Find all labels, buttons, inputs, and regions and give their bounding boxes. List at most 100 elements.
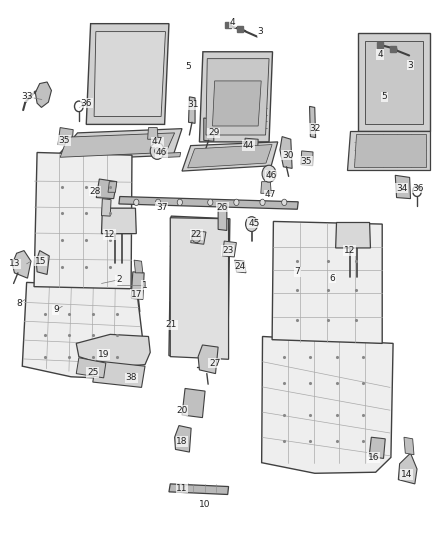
- Text: 4: 4: [377, 50, 383, 59]
- Polygon shape: [170, 217, 229, 359]
- Polygon shape: [53, 128, 182, 160]
- Circle shape: [155, 148, 160, 154]
- Polygon shape: [212, 81, 261, 126]
- Polygon shape: [354, 134, 426, 167]
- Polygon shape: [156, 152, 181, 158]
- Text: 25: 25: [87, 368, 99, 377]
- Text: 9: 9: [53, 305, 59, 314]
- Polygon shape: [261, 182, 271, 193]
- Text: 19: 19: [98, 350, 110, 359]
- Circle shape: [155, 199, 161, 206]
- Text: 18: 18: [176, 437, 188, 446]
- Text: 20: 20: [177, 406, 188, 415]
- Polygon shape: [12, 251, 31, 278]
- Polygon shape: [336, 222, 371, 248]
- Polygon shape: [223, 241, 237, 257]
- Text: 22: 22: [191, 230, 202, 239]
- Text: 46: 46: [156, 148, 167, 157]
- Polygon shape: [182, 142, 278, 171]
- Text: 10: 10: [199, 499, 211, 508]
- Text: 35: 35: [300, 157, 312, 166]
- Polygon shape: [76, 334, 150, 367]
- Text: 14: 14: [400, 470, 412, 479]
- Polygon shape: [218, 204, 227, 230]
- Polygon shape: [131, 272, 144, 300]
- Text: 6: 6: [329, 273, 335, 282]
- Polygon shape: [404, 437, 414, 455]
- Polygon shape: [102, 208, 136, 233]
- Text: 46: 46: [265, 171, 277, 180]
- Polygon shape: [58, 157, 79, 163]
- Circle shape: [234, 199, 239, 206]
- Polygon shape: [102, 199, 111, 216]
- Polygon shape: [119, 197, 298, 209]
- Polygon shape: [34, 152, 132, 289]
- Text: 17: 17: [131, 289, 142, 298]
- Polygon shape: [187, 144, 272, 168]
- Polygon shape: [86, 23, 169, 124]
- Text: 29: 29: [208, 128, 219, 138]
- Polygon shape: [175, 425, 191, 452]
- Text: 28: 28: [89, 187, 101, 196]
- Polygon shape: [398, 453, 417, 484]
- Text: 36: 36: [81, 99, 92, 108]
- Polygon shape: [188, 97, 195, 123]
- Polygon shape: [36, 251, 49, 274]
- Text: 30: 30: [282, 151, 293, 160]
- Polygon shape: [60, 133, 175, 157]
- Circle shape: [246, 216, 258, 231]
- Text: 1: 1: [142, 280, 148, 289]
- Polygon shape: [235, 260, 246, 273]
- Polygon shape: [94, 31, 166, 116]
- Polygon shape: [134, 260, 143, 273]
- Text: 5: 5: [381, 92, 387, 101]
- Text: 3: 3: [408, 61, 413, 69]
- Polygon shape: [261, 336, 393, 473]
- Text: 32: 32: [309, 124, 321, 133]
- Circle shape: [260, 199, 265, 206]
- Polygon shape: [22, 282, 143, 379]
- Polygon shape: [272, 221, 382, 343]
- Polygon shape: [395, 175, 410, 199]
- Text: 34: 34: [396, 183, 407, 192]
- Text: 23: 23: [222, 246, 233, 255]
- Text: 21: 21: [166, 320, 177, 329]
- Text: 15: 15: [35, 257, 46, 265]
- Polygon shape: [206, 59, 269, 135]
- Polygon shape: [108, 182, 117, 192]
- Text: 12: 12: [344, 246, 355, 255]
- Polygon shape: [35, 82, 51, 108]
- Polygon shape: [244, 138, 258, 157]
- Polygon shape: [301, 151, 313, 166]
- Polygon shape: [198, 345, 218, 374]
- Text: 3: 3: [258, 27, 263, 36]
- Text: 36: 36: [413, 183, 424, 192]
- Text: 38: 38: [125, 373, 137, 382]
- Circle shape: [177, 199, 183, 206]
- Circle shape: [192, 232, 201, 243]
- Text: 16: 16: [368, 453, 379, 462]
- Circle shape: [266, 171, 272, 177]
- Text: 26: 26: [217, 203, 228, 212]
- Text: 44: 44: [243, 141, 254, 150]
- Polygon shape: [310, 107, 316, 138]
- Polygon shape: [169, 216, 230, 358]
- Polygon shape: [76, 358, 106, 378]
- Text: 8: 8: [16, 299, 21, 308]
- Polygon shape: [58, 127, 73, 146]
- Text: 24: 24: [234, 262, 246, 271]
- Polygon shape: [93, 361, 145, 387]
- Text: 45: 45: [248, 219, 259, 228]
- Polygon shape: [347, 131, 430, 170]
- Circle shape: [134, 199, 139, 206]
- Polygon shape: [96, 179, 117, 199]
- Text: 47: 47: [152, 138, 163, 147]
- Text: 13: 13: [9, 260, 20, 268]
- Polygon shape: [369, 437, 385, 458]
- Polygon shape: [365, 41, 423, 124]
- Polygon shape: [169, 484, 229, 495]
- Text: 2: 2: [116, 275, 122, 284]
- Polygon shape: [191, 230, 206, 244]
- Text: 5: 5: [186, 62, 191, 70]
- Circle shape: [208, 199, 213, 206]
